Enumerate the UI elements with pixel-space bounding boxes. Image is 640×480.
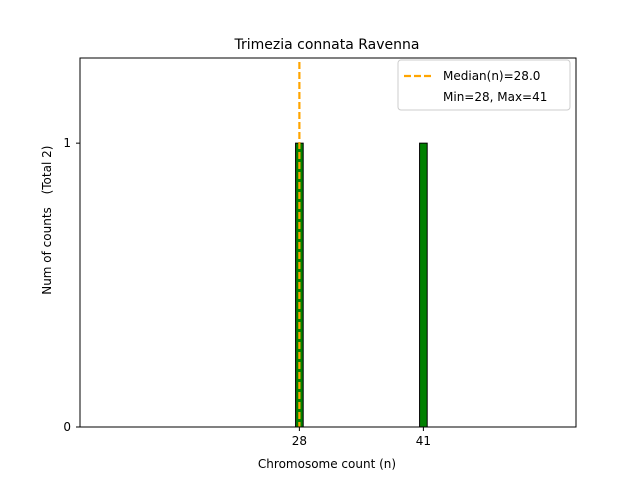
x-axis-ticks: 28 41 [292, 427, 431, 448]
y-axis-label: Num of counts [40, 207, 54, 295]
y-axis-ticks: 01 [63, 136, 80, 434]
y-axis-total-label: (Total 2) [40, 146, 54, 195]
legend-entry-min-max: Min=28, Max=41 [443, 90, 547, 104]
x-axis-label: Chromosome count (n) [258, 457, 396, 471]
bar-41 [419, 142, 428, 428]
y-axis-label-group: Num of counts (Total 2) [40, 146, 54, 295]
x-tick-label-28: 28 [292, 434, 307, 448]
chart-title: Trimezia connata Ravenna [234, 37, 420, 53]
y-tick-label-0: 0 [63, 420, 71, 434]
legend-frame [397, 59, 571, 111]
legend: Median(n)=28.0 Min=28, Max=41 [397, 59, 571, 111]
plot-frame [79, 57, 577, 428]
plot-area [79, 57, 577, 428]
x-tick-label-41: 41 [416, 434, 431, 448]
y-tick-label-1: 1 [63, 136, 71, 150]
legend-entry-median: Median(n)=28.0 [443, 69, 540, 83]
